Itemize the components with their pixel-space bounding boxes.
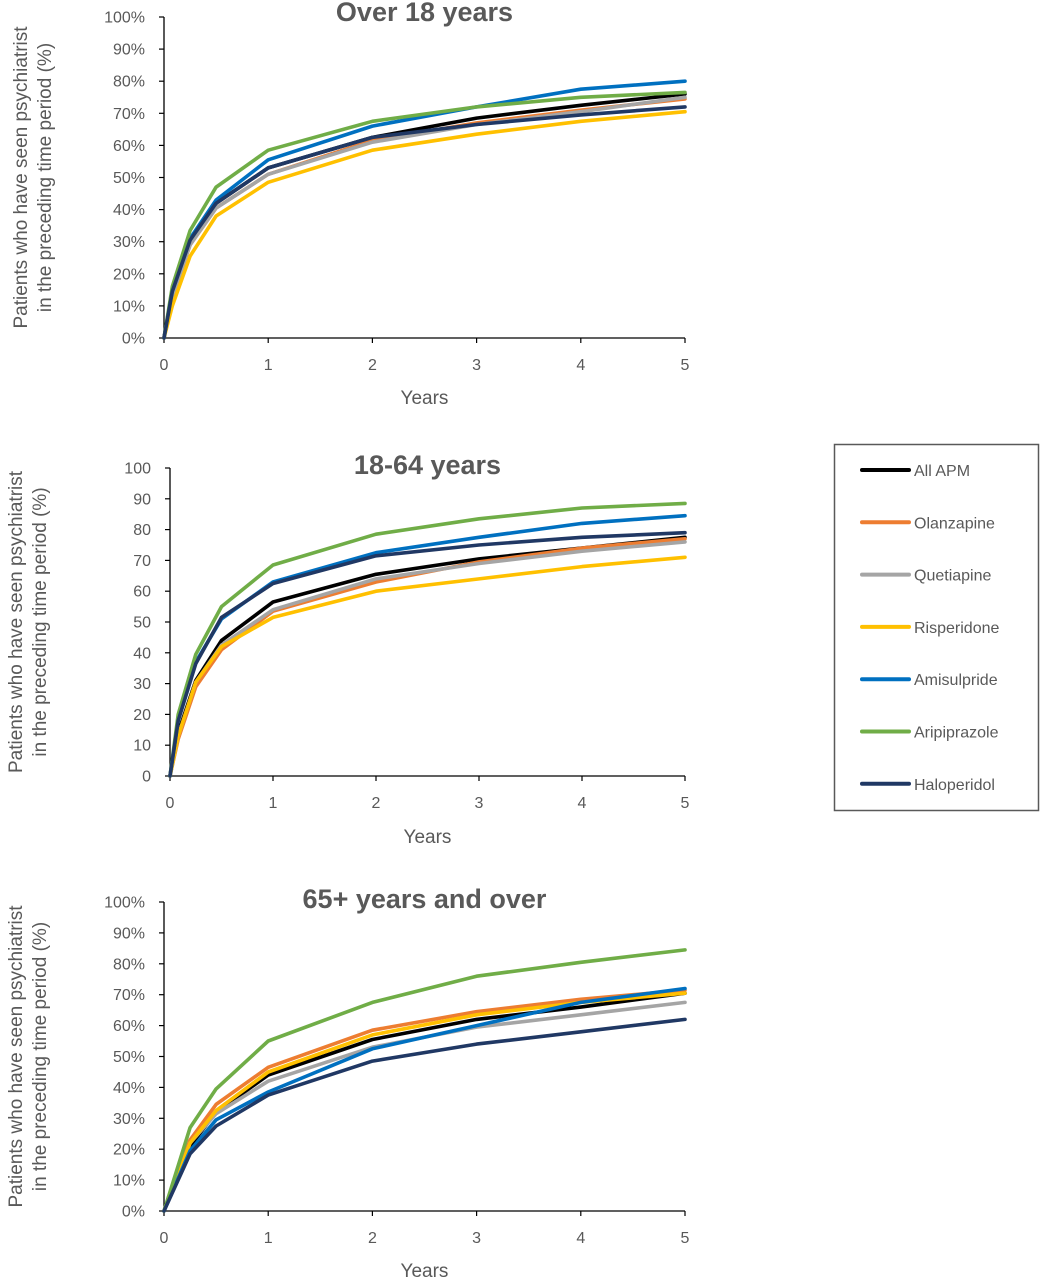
chart-panel-1: 0% 10% 20% 30% 40% 50% 60% 70% 80% 90% 100% 0 1 2 3 4 5 O… bbox=[11, 0, 690, 409]
series-line-quetiapine bbox=[162, 95, 687, 340]
y-tick-label: 50 bbox=[133, 615, 151, 632]
chart-title: Over 18 years bbox=[336, 0, 513, 27]
y-axis-label: Patients who have seen psychiatrist in th… bbox=[11, 26, 56, 329]
x-tick-label: 4 bbox=[576, 357, 585, 374]
series-line-amisulpride bbox=[162, 986, 687, 1213]
x-tick-label: 4 bbox=[578, 795, 587, 812]
chart-title: 65+ years and over bbox=[303, 884, 547, 914]
series-line-haloperidol bbox=[162, 105, 687, 340]
y-tick-label: 30% bbox=[113, 234, 145, 251]
x-axis-label: Years bbox=[401, 1261, 449, 1280]
chart-panel-3: 0% 10% 20% 30% 40% 50% 60% 70% 80% 90% 100% 0 1 2 3 4 5 6… bbox=[6, 884, 690, 1280]
y-tick-label: 60 bbox=[133, 584, 151, 601]
series-line-risperidone bbox=[162, 991, 687, 1213]
x-tick-label: 3 bbox=[475, 795, 484, 812]
x-axis-label: Years bbox=[401, 388, 449, 409]
y-tick-label: 10% bbox=[113, 1173, 145, 1190]
legend-label-amisulpride: Amisulpride bbox=[914, 672, 998, 689]
y-tick-label: 100% bbox=[104, 895, 145, 912]
legend-label-quetiapine: Quetiapine bbox=[914, 568, 991, 585]
series-line-olanzapine bbox=[162, 988, 687, 1213]
y-axis-label: Patients who have seen psychiatrist in th… bbox=[6, 470, 51, 773]
x-tick-label: 3 bbox=[472, 357, 481, 374]
x-tick-label: 1 bbox=[264, 1230, 273, 1247]
y-tick-label: 10 bbox=[133, 738, 151, 755]
x-tick-label: 2 bbox=[368, 1230, 377, 1247]
y-tick-label: 70% bbox=[113, 987, 145, 1004]
chart-panel-2: 0 10 20 30 40 50 60 70 80 90 100 0 1 2 3 4 5 18-64 years Y… bbox=[6, 450, 690, 848]
series-line-aripiprazole bbox=[168, 501, 687, 778]
x-tick-label: 5 bbox=[681, 1230, 690, 1247]
y-tick-label: 0% bbox=[122, 1204, 145, 1221]
chart-title: 18-64 years bbox=[354, 450, 501, 480]
x-tick-label: 5 bbox=[681, 357, 690, 374]
y-tick-label: 50% bbox=[113, 1049, 145, 1066]
x-tick-label: 3 bbox=[472, 1230, 481, 1247]
x-tick-label: 0 bbox=[166, 795, 175, 812]
x-tick-label: 5 bbox=[681, 795, 690, 812]
x-tick-label: 0 bbox=[160, 357, 169, 374]
y-tick-label: 20% bbox=[113, 1142, 145, 1159]
y-tick-label: 80% bbox=[113, 956, 145, 973]
y-tick-label: 60% bbox=[113, 138, 145, 155]
series-line-amisulpride bbox=[168, 513, 687, 778]
y-tick-label: 30% bbox=[113, 1111, 145, 1128]
x-tick-label: 1 bbox=[264, 357, 273, 374]
y-tick-label: 40% bbox=[113, 202, 145, 219]
x-axis-label: Years bbox=[404, 827, 452, 848]
x-tick-label: 0 bbox=[160, 1230, 169, 1247]
series-line-haloperidol bbox=[162, 1017, 687, 1213]
y-tick-label: 60% bbox=[113, 1018, 145, 1035]
y-tick-label: 80 bbox=[133, 522, 151, 539]
y-tick-label: 40 bbox=[133, 645, 151, 662]
series-line-risperidone bbox=[162, 109, 687, 340]
legend-label-olanzapine: Olanzapine bbox=[914, 515, 995, 532]
series-line-risperidone bbox=[168, 555, 687, 778]
series-line-quetiapine bbox=[168, 540, 687, 778]
charts-container: 0%10%20%30%40%50%60%70%80%90%100%0 1 2 3 4 5O… bbox=[6, 0, 690, 1280]
y-axis-label: Patients who have seen psychiatrist in th… bbox=[6, 905, 51, 1208]
y-tick-label: 100% bbox=[104, 10, 145, 27]
series-line-haloperidol bbox=[168, 530, 687, 778]
y-tick-label: 10% bbox=[113, 298, 145, 315]
legend-label-risperidone: Risperidone bbox=[914, 620, 999, 637]
y-tick-label: 50% bbox=[113, 170, 145, 187]
legend-label-haloperidol: Haloperidol bbox=[914, 777, 995, 794]
series-line-aripiprazole bbox=[162, 90, 687, 340]
legend: All APM Olanzapine Quetiapine Risperidone Am… bbox=[833, 443, 1040, 812]
y-tick-label: 90% bbox=[113, 925, 145, 942]
x-tick-label: 1 bbox=[269, 795, 278, 812]
y-tick-label: 100 bbox=[124, 461, 151, 478]
y-tick-label: 20 bbox=[133, 707, 151, 724]
x-tick-label: 2 bbox=[372, 795, 381, 812]
y-tick-label: 0 bbox=[142, 769, 151, 786]
legend-label-aripiprazole: Aripiprazole bbox=[914, 725, 999, 742]
y-tick-label: 40% bbox=[113, 1080, 145, 1097]
series-line-aripiprazole bbox=[162, 948, 687, 1213]
x-tick-label: 4 bbox=[576, 1230, 585, 1247]
y-tick-label: 0% bbox=[122, 331, 145, 348]
y-tick-label: 90% bbox=[113, 42, 145, 59]
y-tick-label: 90 bbox=[133, 491, 151, 508]
x-tick-label: 2 bbox=[368, 357, 377, 374]
y-tick-label: 80% bbox=[113, 74, 145, 91]
y-tick-label: 30 bbox=[133, 676, 151, 693]
legend-label-all-apm: All APM bbox=[914, 463, 970, 480]
y-tick-label: 70 bbox=[133, 553, 151, 570]
series-line-olanzapine bbox=[168, 536, 687, 778]
y-tick-label: 20% bbox=[113, 266, 145, 283]
y-tick-label: 70% bbox=[113, 106, 145, 123]
